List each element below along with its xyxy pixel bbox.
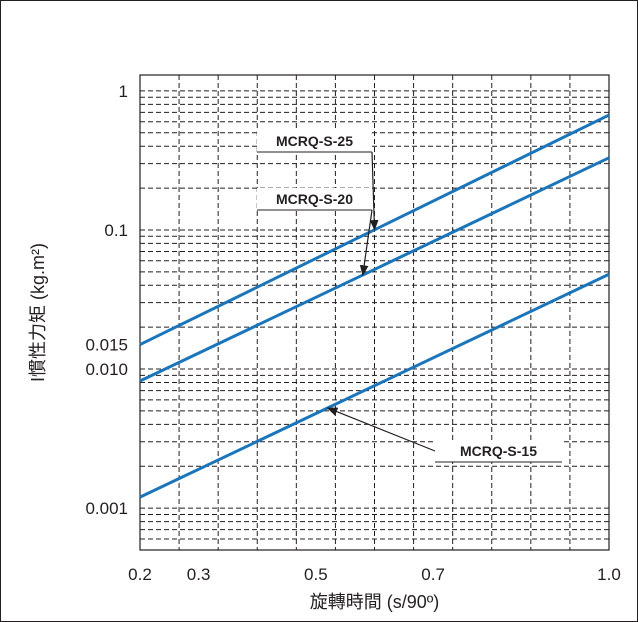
y-tick-label: 0.010 bbox=[85, 360, 128, 379]
callout-box bbox=[257, 130, 372, 152]
x-tick-label: 0.3 bbox=[187, 565, 211, 584]
x-tick-label: 1.0 bbox=[597, 565, 621, 584]
series-line bbox=[139, 156, 610, 383]
x-tick-label: 0.5 bbox=[304, 565, 328, 584]
tick-labels: 0.2 0.3 0.5 0.7 1.0 1 0.1 0.015 0.010 0.001 bbox=[85, 82, 620, 584]
y-tick-label: 0.001 bbox=[85, 499, 128, 518]
y-axis-label: I慣性力矩 (kg.m²) bbox=[28, 243, 48, 382]
callout-box bbox=[435, 440, 562, 462]
callouts: MCRQ-S-25 MCRQ-S-20 MCRQ-S-15 bbox=[257, 130, 562, 463]
series-label: MCRQ-S-20 bbox=[276, 191, 353, 207]
y-tick-label: 1 bbox=[119, 82, 128, 101]
series-line bbox=[139, 272, 610, 499]
x-tick-label: 0.7 bbox=[421, 565, 445, 584]
plot-area bbox=[139, 74, 610, 551]
y-tick-label: 0.015 bbox=[85, 336, 128, 355]
x-tick-label: 0.2 bbox=[128, 565, 152, 584]
callout-arrow bbox=[326, 407, 436, 452]
callout-arrow bbox=[369, 151, 379, 231]
callout-box bbox=[257, 188, 372, 210]
grid bbox=[140, 75, 609, 551]
callout-arrow bbox=[359, 209, 373, 277]
series-label: MCRQ-S-25 bbox=[276, 133, 353, 149]
y-tick-label: 0.1 bbox=[104, 221, 128, 240]
series-label: MCRQ-S-15 bbox=[460, 443, 537, 459]
x-axis-label: 旋轉時間 (s/90º) bbox=[310, 592, 440, 612]
